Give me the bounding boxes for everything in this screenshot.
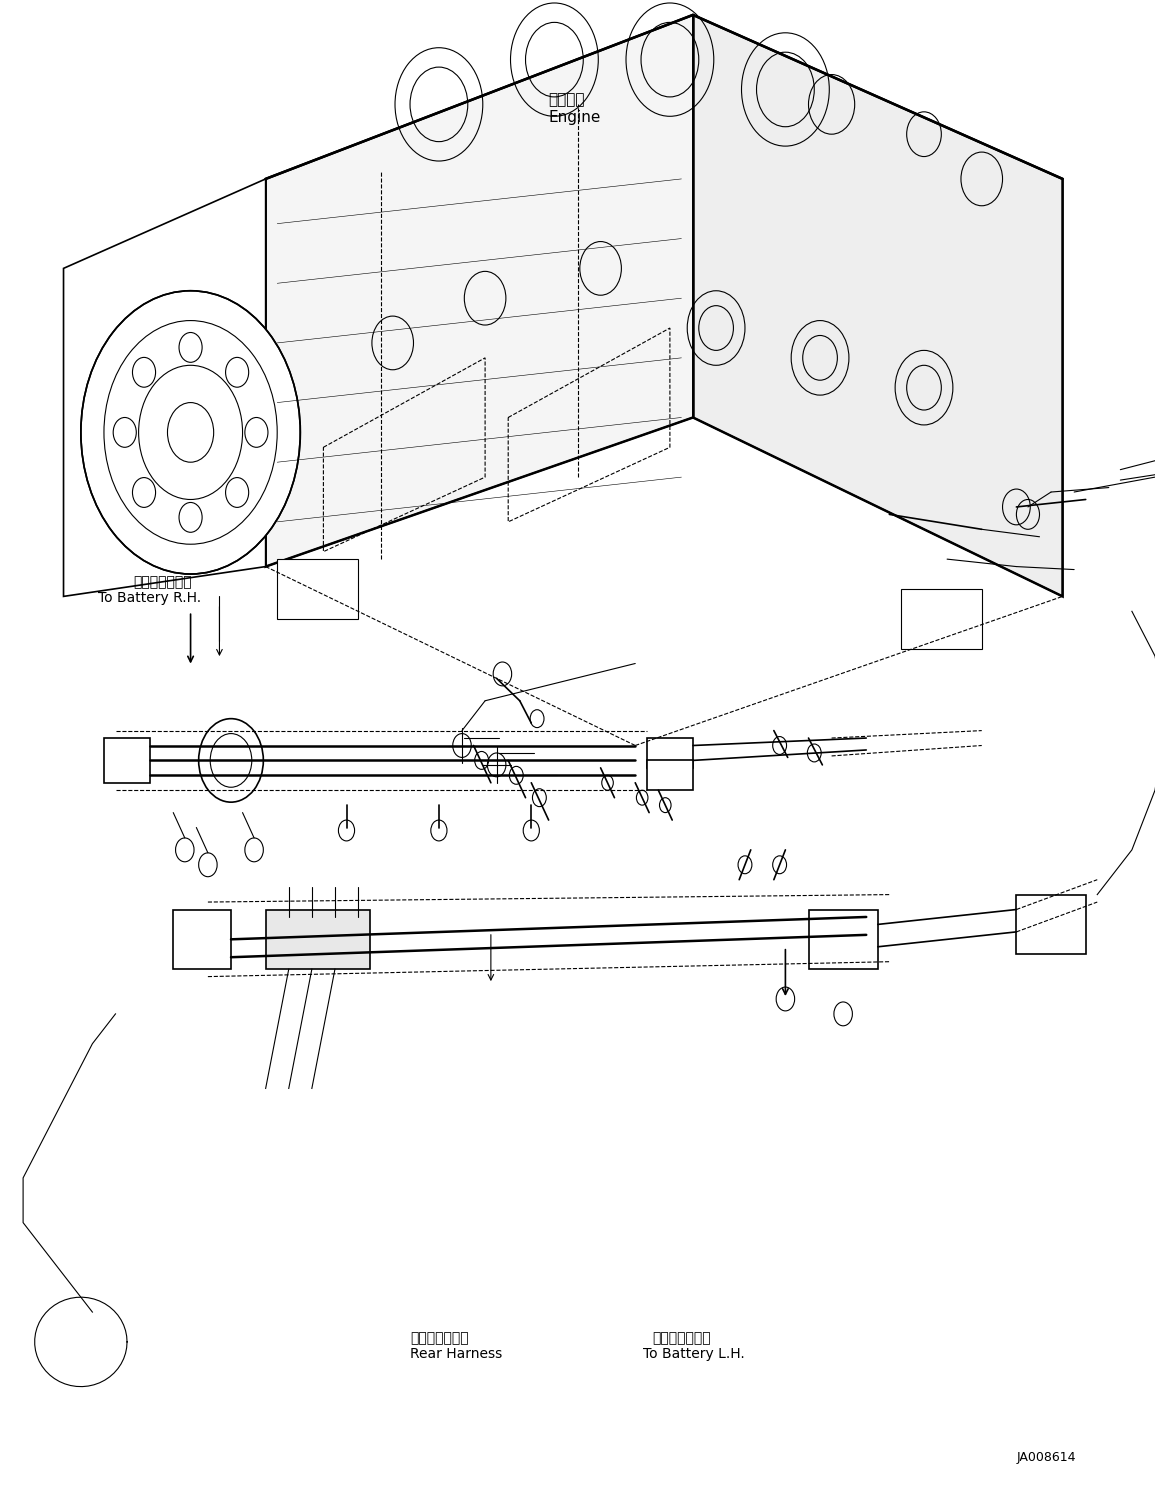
Polygon shape (693, 15, 1063, 596)
Text: リヤーハーネス: リヤーハーネス (410, 1331, 469, 1345)
Polygon shape (104, 738, 150, 783)
Text: To Battery R.H.: To Battery R.H. (98, 592, 201, 605)
Polygon shape (808, 910, 878, 969)
Bar (901, 589, 982, 649)
Text: バッテリ　右へ: バッテリ 右へ (133, 576, 192, 589)
Polygon shape (647, 760, 693, 790)
Text: バッテリ　左へ: バッテリ 左へ (653, 1331, 711, 1345)
Polygon shape (266, 910, 370, 969)
Circle shape (81, 291, 300, 574)
Text: エンジン: エンジン (549, 92, 586, 107)
Polygon shape (266, 15, 693, 567)
Text: To Battery L.H.: To Battery L.H. (643, 1348, 745, 1361)
Bar (277, 559, 358, 619)
Text: JA008614: JA008614 (1016, 1451, 1076, 1464)
Text: Engine: Engine (549, 110, 601, 125)
Polygon shape (1016, 895, 1086, 954)
Polygon shape (647, 738, 693, 768)
Text: Rear Harness: Rear Harness (410, 1348, 502, 1361)
Polygon shape (173, 910, 231, 969)
Polygon shape (64, 179, 266, 596)
